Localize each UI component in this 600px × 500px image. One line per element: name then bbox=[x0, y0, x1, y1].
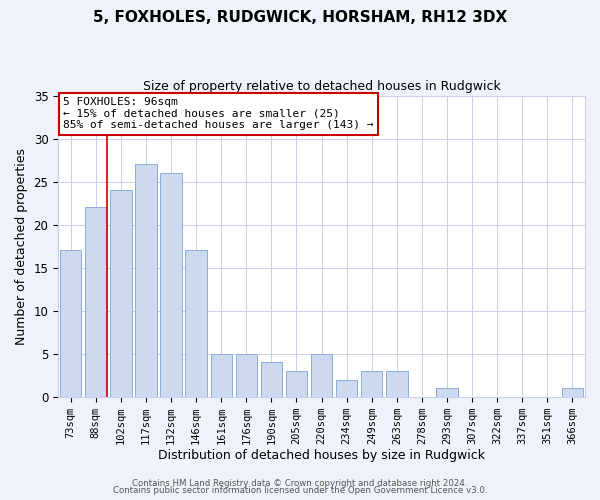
Bar bbox=[110, 190, 131, 396]
Text: 5 FOXHOLES: 96sqm
← 15% of detached houses are smaller (25)
85% of semi-detached: 5 FOXHOLES: 96sqm ← 15% of detached hous… bbox=[64, 97, 374, 130]
Bar bbox=[60, 250, 82, 396]
Bar bbox=[185, 250, 207, 396]
Bar bbox=[286, 371, 307, 396]
Bar bbox=[436, 388, 458, 396]
X-axis label: Distribution of detached houses by size in Rudgwick: Distribution of detached houses by size … bbox=[158, 450, 485, 462]
Title: Size of property relative to detached houses in Rudgwick: Size of property relative to detached ho… bbox=[143, 80, 500, 93]
Y-axis label: Number of detached properties: Number of detached properties bbox=[15, 148, 28, 344]
Bar bbox=[160, 173, 182, 396]
Bar bbox=[336, 380, 358, 396]
Bar bbox=[85, 208, 106, 396]
Bar bbox=[562, 388, 583, 396]
Bar bbox=[361, 371, 382, 396]
Text: Contains public sector information licensed under the Open Government Licence v3: Contains public sector information licen… bbox=[113, 486, 487, 495]
Text: Contains HM Land Registry data © Crown copyright and database right 2024.: Contains HM Land Registry data © Crown c… bbox=[132, 478, 468, 488]
Text: 5, FOXHOLES, RUDGWICK, HORSHAM, RH12 3DX: 5, FOXHOLES, RUDGWICK, HORSHAM, RH12 3DX bbox=[93, 10, 507, 25]
Bar bbox=[261, 362, 282, 396]
Bar bbox=[211, 354, 232, 397]
Bar bbox=[386, 371, 407, 396]
Bar bbox=[236, 354, 257, 397]
Bar bbox=[311, 354, 332, 397]
Bar bbox=[135, 164, 157, 396]
